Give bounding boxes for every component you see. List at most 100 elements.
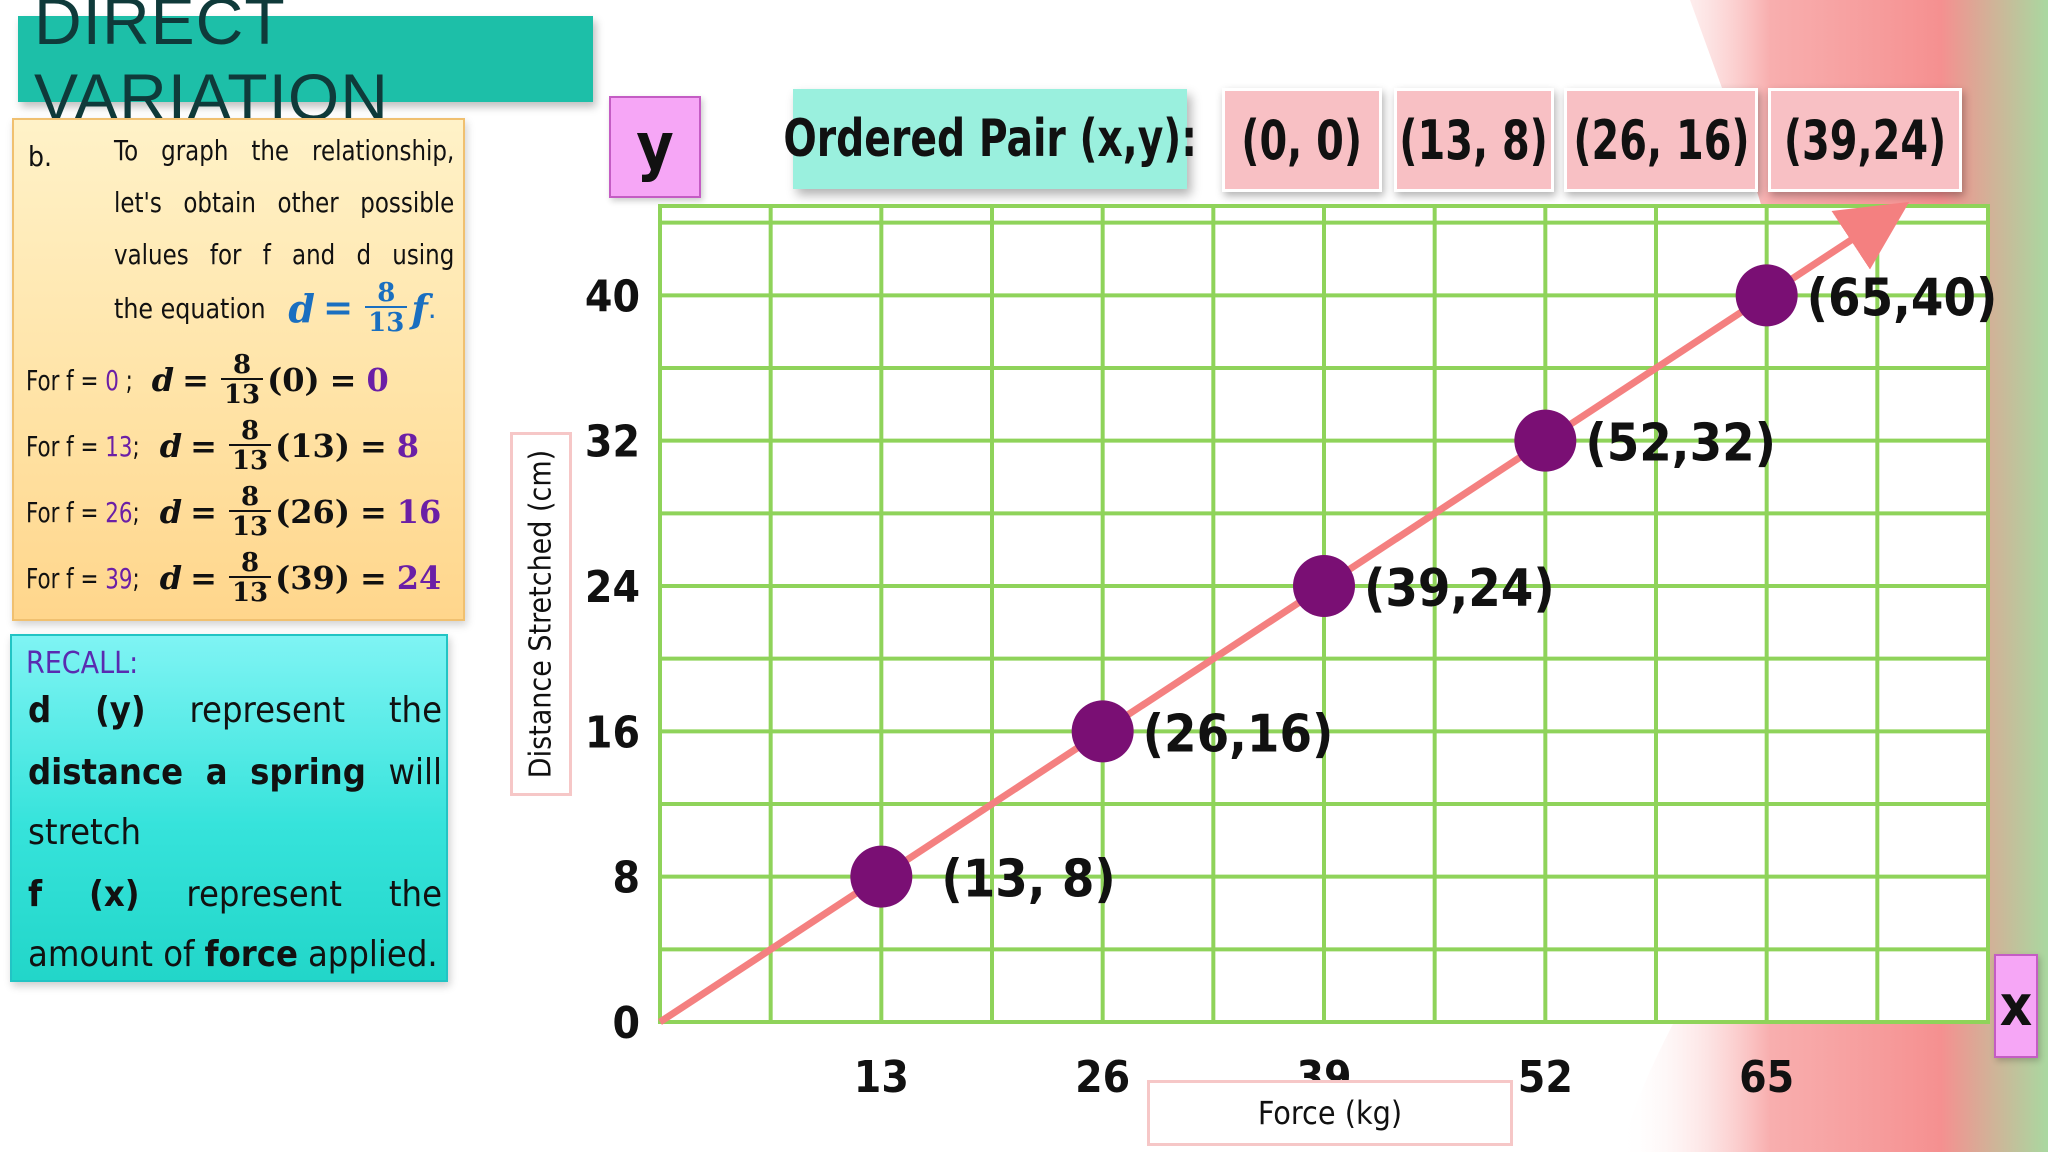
calc-equals: = bbox=[359, 559, 387, 597]
y-tick-label: 16 bbox=[585, 707, 640, 758]
recall-line-4: f (x) represent the bbox=[28, 874, 442, 915]
calc-equals: = bbox=[329, 361, 357, 399]
word: obtain bbox=[183, 186, 256, 219]
x-axis-label: Force (kg) bbox=[1257, 1094, 1403, 1132]
calc-d: d bbox=[159, 493, 183, 531]
x-tick-label: 65 bbox=[1739, 1052, 1794, 1103]
word: force bbox=[204, 934, 298, 975]
ordered-pair-text: (39,24) bbox=[1783, 108, 1947, 172]
word: represent bbox=[186, 874, 342, 915]
y-tick-label: 0 bbox=[612, 998, 640, 1049]
calc-equals: = bbox=[190, 427, 217, 465]
y-tick-label: 40 bbox=[585, 271, 640, 322]
calc-equals: = bbox=[359, 427, 387, 465]
ordered-pair-text: (13, 8) bbox=[1399, 108, 1549, 172]
calc-equals: = bbox=[190, 493, 217, 531]
x-tick-label: 26 bbox=[1075, 1052, 1130, 1103]
calc-row-2: For f = 26; d = 8 13 (26) = 16 bbox=[26, 484, 441, 540]
word: represent bbox=[189, 690, 346, 731]
calc-row-1: For f = 13; d = 8 13 (13) = 8 bbox=[26, 418, 419, 474]
word: spring bbox=[250, 752, 366, 793]
calc-arg: (0) bbox=[267, 361, 320, 399]
calc-row-0: For f = 0 ; d = 8 13 (0) = 0 bbox=[26, 352, 389, 408]
ordered-pair-label: Ordered Pair (x,y): bbox=[783, 89, 1197, 189]
data-points bbox=[850, 264, 1798, 908]
calc-fraction: 8 13 bbox=[228, 484, 272, 540]
recall-line-3: stretch bbox=[28, 812, 442, 853]
y-axis-label: Distance Stretched (cm) bbox=[523, 449, 559, 779]
calc-equals: = bbox=[182, 361, 209, 399]
calc-prefix: For f = 13; bbox=[26, 429, 140, 463]
point-label: (65,40) bbox=[1807, 268, 1998, 328]
calc-result: 8 bbox=[396, 427, 420, 465]
calc-arg: (13) bbox=[275, 427, 350, 465]
step-line-1: To graph the relationship, bbox=[114, 134, 454, 167]
step-card: b. To graph the relationship, let's obta… bbox=[12, 118, 465, 621]
recall-line-1: d (y) represent the bbox=[28, 690, 442, 731]
y-axis-tag: y bbox=[609, 96, 701, 198]
calc-equals: = bbox=[359, 493, 387, 531]
y-tick-label: 24 bbox=[585, 562, 640, 613]
calc-arg: (26) bbox=[275, 493, 350, 531]
recall-line-2: distance a spring will bbox=[28, 752, 442, 793]
word: values bbox=[114, 238, 189, 271]
word: f bbox=[28, 874, 43, 915]
ordered-pair-text: (0, 0) bbox=[1241, 108, 1363, 172]
y-tick-label: 8 bbox=[612, 853, 640, 904]
x-tag-text: x bbox=[1999, 973, 2033, 1039]
equation-equals: = bbox=[322, 287, 354, 329]
point-label: (26,16) bbox=[1143, 704, 1334, 764]
calc-fraction: 8 13 bbox=[220, 352, 264, 408]
equation-d: d bbox=[288, 285, 315, 331]
calc-result: 16 bbox=[396, 493, 442, 531]
word: d bbox=[28, 690, 52, 731]
ordered-pair-text: (26, 16) bbox=[1572, 108, 1750, 172]
point-label: (52,32) bbox=[1585, 414, 1776, 474]
word: graph bbox=[161, 134, 229, 167]
point-label: (39,24) bbox=[1364, 559, 1555, 619]
word: applied. bbox=[307, 934, 438, 975]
x-tick-label: 13 bbox=[854, 1052, 909, 1103]
calc-fraction: 8 13 bbox=[228, 550, 272, 606]
word: the bbox=[388, 874, 442, 915]
step-label: b. bbox=[28, 140, 52, 173]
data-point bbox=[1293, 555, 1355, 617]
word: the bbox=[388, 690, 442, 731]
word: distance bbox=[28, 752, 184, 793]
x-axis-tag: x bbox=[1994, 954, 2038, 1058]
step-line-2: let's obtain other possible bbox=[114, 186, 454, 219]
x-axis-label-box: Force (kg) bbox=[1147, 1080, 1513, 1146]
data-point bbox=[1735, 264, 1798, 327]
word: other bbox=[277, 186, 339, 219]
word: and bbox=[292, 238, 336, 271]
word: (y) bbox=[95, 690, 146, 731]
word: f bbox=[262, 238, 271, 271]
word: using bbox=[392, 238, 455, 271]
equation-intro: the equation bbox=[114, 291, 266, 325]
word: stretch bbox=[28, 812, 142, 853]
word: relationship, bbox=[312, 134, 455, 167]
denominator: 13 bbox=[365, 306, 408, 336]
word: the bbox=[251, 134, 290, 167]
ordered-pair-box: (13, 8) bbox=[1394, 88, 1554, 192]
calc-d: d bbox=[159, 427, 183, 465]
ordered-pair-box: (26, 16) bbox=[1564, 88, 1758, 192]
recall-title: RECALL: bbox=[26, 646, 139, 681]
calc-prefix: For f = 39; bbox=[26, 561, 140, 595]
numerator: 8 bbox=[377, 278, 396, 308]
calc-row-3: For f = 39; d = 8 13 (39) = 24 bbox=[26, 550, 441, 606]
calc-result: 24 bbox=[396, 559, 442, 597]
word: let's bbox=[114, 186, 162, 219]
calc-fraction: 8 13 bbox=[228, 418, 272, 474]
calc-equals: = bbox=[190, 559, 217, 597]
word: will bbox=[388, 752, 442, 793]
recall-line-5: amount of force applied. bbox=[28, 934, 442, 975]
recall-card: RECALL: d (y) represent the distance a s… bbox=[10, 634, 448, 982]
data-point bbox=[1514, 409, 1577, 472]
y-tick-label: 32 bbox=[585, 417, 640, 468]
calc-prefix: For f = 26; bbox=[26, 495, 140, 529]
ordered-pair-label-text: Ordered Pair (x,y): bbox=[783, 109, 1197, 169]
y-tag-text: y bbox=[636, 110, 674, 184]
